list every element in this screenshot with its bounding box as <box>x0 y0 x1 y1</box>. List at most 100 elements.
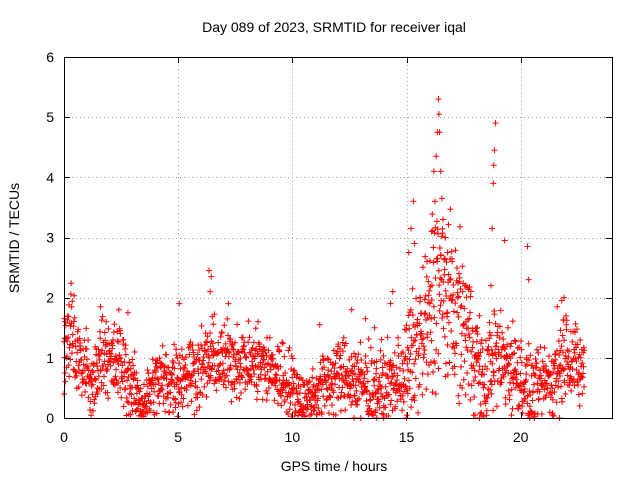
data-point <box>310 382 317 389</box>
data-point <box>362 315 369 322</box>
data-point <box>410 337 417 344</box>
data-point <box>91 375 98 382</box>
data-point <box>422 310 429 317</box>
data-point <box>526 403 533 410</box>
data-point <box>446 359 453 366</box>
data-point <box>207 343 214 350</box>
data-point <box>221 322 228 329</box>
data-point <box>378 390 385 397</box>
data-point <box>486 335 493 342</box>
data-point <box>272 382 279 389</box>
data-point <box>272 371 279 378</box>
data-point <box>261 364 268 371</box>
data-point <box>201 347 208 354</box>
data-point <box>427 257 434 264</box>
data-point <box>382 404 389 411</box>
data-point <box>555 384 562 391</box>
data-point <box>438 233 445 240</box>
data-point <box>70 318 77 325</box>
data-point <box>116 352 123 359</box>
data-point <box>145 370 152 377</box>
data-point <box>387 357 394 364</box>
data-point <box>135 396 142 403</box>
data-point <box>575 371 582 378</box>
data-point <box>499 329 506 336</box>
data-point <box>237 364 244 371</box>
data-point <box>299 376 306 383</box>
data-point <box>420 354 427 361</box>
data-point <box>193 407 200 414</box>
data-point <box>252 325 259 332</box>
data-point <box>353 359 360 366</box>
data-point <box>420 335 427 342</box>
data-point <box>199 361 206 368</box>
data-point <box>565 348 572 355</box>
data-point <box>222 340 229 347</box>
data-point <box>178 384 185 391</box>
data-point <box>107 362 114 369</box>
data-point <box>483 407 490 414</box>
data-point <box>444 371 451 378</box>
data-point <box>120 336 127 343</box>
data-point <box>478 336 485 343</box>
data-point <box>476 379 483 386</box>
data-point <box>337 364 344 371</box>
data-point <box>83 325 90 332</box>
data-point <box>452 247 459 254</box>
data-point <box>94 363 101 370</box>
data-point <box>191 368 198 375</box>
y-tick-label: 3 <box>46 230 54 246</box>
data-point <box>500 373 507 380</box>
data-point <box>467 288 474 295</box>
data-point <box>384 334 391 341</box>
data-point <box>446 276 453 283</box>
data-point <box>312 386 319 393</box>
data-point <box>373 358 380 365</box>
data-point <box>441 266 448 273</box>
data-point <box>514 345 521 352</box>
data-point <box>462 391 469 398</box>
data-point <box>261 346 268 353</box>
data-point <box>97 366 104 373</box>
data-point <box>484 394 491 401</box>
data-point <box>509 405 516 412</box>
data-point <box>348 306 355 313</box>
data-point <box>64 338 71 345</box>
data-point <box>467 309 474 316</box>
data-point <box>208 273 215 280</box>
data-point <box>339 348 346 355</box>
data-point <box>517 354 524 361</box>
data-point <box>133 407 140 414</box>
data-point <box>558 383 565 390</box>
data-point <box>368 408 375 415</box>
data-point <box>249 345 256 352</box>
data-point <box>480 384 487 391</box>
data-point <box>394 398 401 405</box>
data-point <box>279 339 286 346</box>
data-point <box>76 335 83 342</box>
data-point <box>316 321 323 328</box>
data-point <box>424 334 431 341</box>
data-point <box>328 368 335 375</box>
data-point <box>466 334 473 341</box>
data-point <box>224 345 231 352</box>
data-point <box>539 358 546 365</box>
data-point <box>225 300 232 307</box>
data-point <box>498 379 505 386</box>
data-point <box>462 337 469 344</box>
data-point <box>431 360 438 367</box>
data-point <box>533 365 540 372</box>
data-point <box>402 355 409 362</box>
data-point <box>436 129 443 136</box>
data-point <box>91 400 98 407</box>
y-tick-label: 5 <box>46 109 54 125</box>
data-point <box>569 338 576 345</box>
data-point <box>504 341 511 348</box>
data-point <box>180 395 187 402</box>
data-point <box>487 332 494 339</box>
data-point <box>430 303 437 310</box>
data-point <box>321 371 328 378</box>
data-point <box>103 318 110 325</box>
data-point <box>412 356 419 363</box>
data-point <box>380 352 387 359</box>
